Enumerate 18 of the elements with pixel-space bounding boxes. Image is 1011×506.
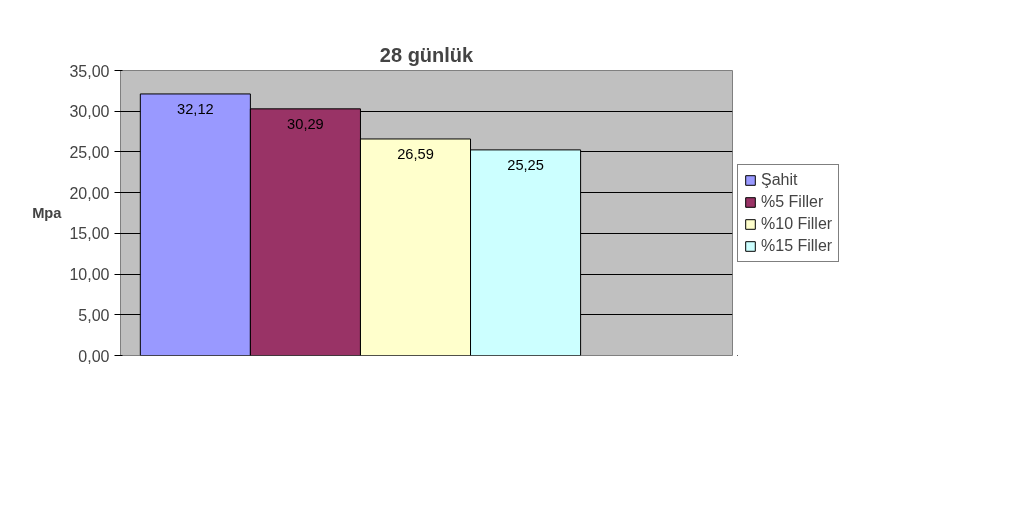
y-axis-title: Mpa	[32, 205, 63, 221]
data-label: 25,25	[507, 156, 544, 173]
y-tick-label: 25,00	[69, 143, 110, 161]
y-tick-label: 15,00	[69, 225, 110, 243]
y-tick-label: 30,00	[69, 103, 110, 121]
data-label: 32,12	[177, 100, 214, 117]
data-label: 30,29	[287, 115, 324, 132]
legend-label: %5 Filler	[761, 192, 824, 211]
legend-label: Şahit	[761, 170, 798, 189]
y-tick-label: 20,00	[69, 184, 110, 202]
y-tick-label: 35,00	[69, 62, 110, 80]
legend-label: %15 Filler	[761, 236, 833, 255]
y-tick-label: 0,00	[78, 347, 110, 365]
data-label: 26,59	[397, 145, 434, 162]
y-tick-label: 10,00	[69, 266, 110, 284]
legend-label: %10 Filler	[761, 214, 833, 233]
chart-title: 28 günlük	[379, 43, 475, 66]
y-tick-label: 5,00	[78, 306, 110, 324]
